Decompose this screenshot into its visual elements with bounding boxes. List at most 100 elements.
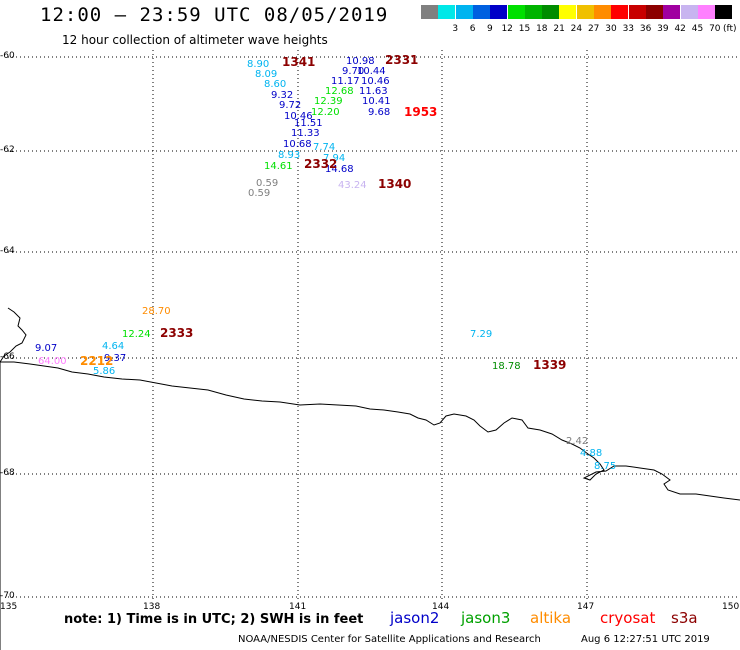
latitude-label: -70 (0, 591, 15, 601)
legend-label: 3 (452, 24, 459, 34)
longitude-label: 147 (577, 602, 595, 612)
pass-time-label: 2333 (160, 326, 193, 340)
legend-swatch (628, 5, 646, 19)
legend-label: 18 (536, 24, 548, 34)
wave-height-value: 11.33 (291, 128, 320, 139)
antarctic-coastline (0, 307, 740, 650)
pass-time-label: 2331 (385, 53, 418, 67)
wave-height-value: 7.94 (323, 153, 345, 164)
legend-label: 24 (570, 24, 583, 34)
generated-timestamp: Aug 6 12:27:51 UTC 2019 (581, 634, 710, 645)
wave-height-value: 2.42 (566, 436, 588, 447)
map-title: 12:00 – 23:59 UTC 08/05/2019 (40, 4, 389, 26)
wave-height-value: 8.90 (247, 59, 269, 70)
wave-height-value: 28.70 (142, 306, 171, 317)
wave-height-value: 10.68 (283, 139, 312, 150)
legend-unit: (ft) (723, 24, 737, 34)
legend-label: 27 (587, 24, 600, 34)
wave-height-value: 8.75 (594, 461, 616, 472)
wave-height-value: 5.86 (93, 366, 115, 377)
legend-label: 39 (657, 24, 669, 34)
pass-time-label: 1953 (404, 105, 437, 119)
legend-label: 30 (605, 24, 617, 34)
wave-height-value: 9.68 (368, 107, 390, 118)
wave-height-value: 10.46 (284, 111, 313, 122)
wave-height-value: 10.41 (362, 96, 391, 107)
legend-label: 6 (469, 24, 476, 34)
wave-height-value: 0.59 (256, 178, 278, 189)
wave-height-value: 9.70 (342, 66, 364, 77)
wave-height-value: 9.07 (35, 343, 57, 354)
wave-height-value: 14.61 (264, 161, 293, 172)
legend-swatch (455, 5, 473, 19)
wave-height-value: 8.09 (255, 69, 277, 80)
legend-label: 21 (553, 24, 565, 34)
wave-height-value: 18.78 (492, 361, 521, 372)
satellite-legend-item: s3a (671, 609, 698, 627)
longitude-label: 138 (143, 602, 161, 612)
legend-label: 33 (622, 24, 635, 34)
legend-swatch (542, 5, 560, 19)
legend-swatch (594, 5, 611, 19)
legend-swatch (576, 5, 594, 19)
legend-swatch (715, 5, 733, 19)
pass-time-label: 2212 (80, 354, 113, 368)
latitude-label: -64 (0, 246, 15, 256)
wave-height-value: 11.17 (331, 76, 360, 87)
wave-height-value: 9.37 (104, 353, 126, 364)
wave-height-value: 14.68 (325, 164, 354, 175)
legend-swatch (507, 5, 525, 19)
latitude-label: -68 (0, 468, 15, 478)
latitude-label: -60 (0, 51, 15, 61)
legend-swatch (421, 5, 438, 19)
legend-swatch (680, 5, 698, 19)
satellite-legend-item: cryosat (600, 609, 656, 627)
pass-time-label: 1340 (378, 177, 411, 191)
credit-footer: NOAA/NESDIS Center for Satellite Applica… (238, 634, 541, 645)
longitude-label: 135 (0, 602, 18, 612)
legend-swatch (611, 5, 629, 19)
wave-height-value: 11.51 (294, 118, 323, 129)
satellite-legend-item: jason2 (390, 609, 440, 627)
longitude-label: 141 (289, 602, 307, 612)
wave-height-value: 10.98 (346, 56, 375, 67)
legend-label: 42 (674, 24, 686, 34)
wave-height-value: 12.24 (122, 329, 151, 340)
legend-label: 70 (709, 24, 721, 34)
legend-label: 9 (487, 24, 493, 34)
wave-height-value: 43.24 (338, 180, 367, 191)
pass-time-label: 2332 (304, 157, 337, 171)
wave-height-value: 8.60 (264, 79, 286, 90)
legend-swatch (524, 5, 542, 19)
legend-swatch (697, 5, 715, 19)
legend-label: 36 (639, 24, 652, 34)
latitude-label: -62 (0, 145, 15, 155)
wave-height-value: 10.44 (357, 66, 386, 77)
wave-height-value: 9.32 (271, 90, 293, 101)
wave-height-value: 7.29 (470, 329, 492, 340)
legend-swatch (645, 5, 663, 19)
pass-time-label: 1339 (533, 358, 566, 372)
longitude-label: 150 (722, 602, 740, 612)
wave-height-value: 10.46 (361, 76, 390, 87)
latitude-label: -66 (0, 352, 15, 362)
lat-lon-grid (8, 50, 740, 600)
wave-height-value: 9.72 (279, 100, 301, 111)
wave-height-value: 7.74 (313, 142, 335, 153)
wave-height-value: 4.88 (580, 448, 602, 459)
legend-label: 15 (518, 24, 531, 34)
legend-swatch (663, 5, 681, 19)
legend-swatch (559, 5, 577, 19)
pass-time-label: 1341 (282, 55, 315, 69)
wave-height-value: 0.59 (248, 188, 270, 199)
wave-height-value: 12.20 (311, 107, 340, 118)
wave-height-value: 64.00 (38, 356, 67, 367)
legend-label: 12 (501, 24, 513, 34)
satellite-legend-item: altika (530, 609, 572, 627)
map-subtitle: 12 hour collection of altimeter wave hei… (62, 33, 328, 47)
wave-height-value: 11.63 (359, 86, 388, 97)
wave-height-value: 12.68 (325, 86, 354, 97)
wave-height-value: 12.39 (314, 96, 343, 107)
wave-height-value: 8.93 (278, 150, 300, 161)
